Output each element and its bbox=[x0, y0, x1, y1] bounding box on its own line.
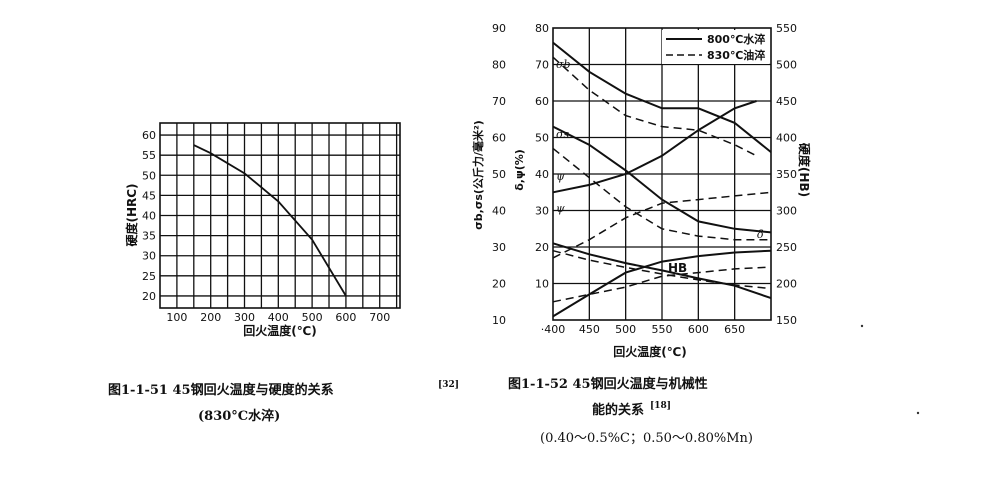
y-right-tick-label: 500 bbox=[776, 59, 797, 72]
x-tick-label: 600 bbox=[688, 323, 709, 336]
x-tick-labels: ·400 450 500 550 600 650 bbox=[541, 323, 745, 336]
y-inner-tick-label: 50 bbox=[535, 132, 549, 145]
series-line--dashed bbox=[552, 191, 772, 259]
series-line-b-solid bbox=[552, 41, 772, 153]
y-tick-label: 50 bbox=[142, 169, 156, 182]
y-tick-label: 40 bbox=[142, 210, 156, 223]
y-axis-label-inner: δ,ψ(%) bbox=[513, 149, 526, 191]
curve-label-psi-2: ψ bbox=[556, 202, 565, 215]
curve-label-delta: δ bbox=[757, 228, 764, 241]
caption-line1: 图1-1-52 45钢回火温度与机械性 bbox=[508, 376, 708, 392]
legend-label-dashed: 830℃油淬 bbox=[707, 48, 765, 62]
caption-ref: [18] bbox=[650, 401, 671, 411]
caption-line2: 能的关系 bbox=[592, 402, 644, 418]
caption-line2: (830°C水淬) bbox=[198, 408, 280, 424]
chart-hardness: 100 200 300 400 500 600 700 20 25 30 35 40 45 50 55 60… bbox=[108, 122, 459, 424]
series-line-s-dashed bbox=[552, 147, 771, 241]
y-tick-label: 30 bbox=[142, 250, 156, 263]
x-tick-label: 500 bbox=[615, 323, 636, 336]
y-tick-label: 60 bbox=[142, 129, 156, 142]
scan-dot bbox=[860, 324, 864, 328]
y-outer-tick-label: 10 bbox=[492, 314, 506, 327]
series-line-hardness bbox=[193, 144, 347, 297]
y-inner-tick-labels: 10 20 30 40 50 60 70 80 bbox=[535, 22, 549, 291]
grid bbox=[553, 28, 771, 320]
y-tick-label: 25 bbox=[142, 270, 156, 283]
scan-dot bbox=[916, 411, 920, 415]
x-tick-label: 450 bbox=[579, 323, 600, 336]
y-outer-tick-label: 90 bbox=[492, 22, 506, 35]
legend-background bbox=[662, 30, 769, 64]
x-tick-label: 500 bbox=[302, 311, 323, 324]
y-outer-tick-label: 60 bbox=[492, 132, 506, 145]
x-axis-label: 回火温度(℃) bbox=[613, 344, 687, 359]
y-right-tick-labels: 150 200 250 300 350 400 450 500 550 bbox=[776, 22, 797, 327]
y-outer-tick-label: 50 bbox=[492, 168, 506, 181]
x-tick-label: 400 bbox=[268, 311, 289, 324]
y-inner-tick-label: 80 bbox=[535, 22, 549, 35]
x-axis-label: 回火温度(℃) bbox=[243, 323, 317, 338]
caption-line1: 图1-1-51 45钢回火温度与硬度的关系 bbox=[108, 382, 334, 398]
caption-line3: (0.40～0.5%C；0.50～0.80%Mn) bbox=[540, 431, 753, 446]
y-inner-tick-label: 10 bbox=[535, 278, 549, 291]
series-lines bbox=[193, 144, 347, 297]
y-axis-label-right: 硬度(HB) bbox=[797, 143, 812, 197]
x-tick-label: 200 bbox=[200, 311, 221, 324]
y-inner-tick-label: 30 bbox=[535, 205, 549, 218]
grid bbox=[160, 123, 400, 308]
y-inner-tick-label: 40 bbox=[535, 168, 549, 181]
y-right-tick-label: 350 bbox=[776, 168, 797, 181]
y-axis-label-outer: σb,σs(公斤力/毫米²) bbox=[471, 120, 485, 230]
y-outer-tick-label: 70 bbox=[492, 95, 506, 108]
caption-ref: [32] bbox=[438, 380, 459, 390]
y-right-tick-label: 200 bbox=[776, 278, 797, 291]
y-tick-labels: 20 25 30 35 40 45 50 55 60 bbox=[142, 129, 156, 303]
x-tick-label: 650 bbox=[724, 323, 745, 336]
series-line-s-solid bbox=[552, 125, 772, 234]
y-right-tick-label: 300 bbox=[776, 205, 797, 218]
x-tick-label: 550 bbox=[652, 323, 673, 336]
y-outer-tick-label: 40 bbox=[492, 205, 506, 218]
series-line-b-dashed bbox=[552, 56, 757, 157]
curve-label-psi-1: ψ bbox=[556, 170, 565, 183]
y-inner-tick-label: 70 bbox=[535, 59, 549, 72]
y-right-tick-label: 550 bbox=[776, 22, 797, 35]
x-tick-label: 600 bbox=[335, 311, 356, 324]
x-tick-label: 300 bbox=[234, 311, 255, 324]
y-axis-label: 硬度(HRC) bbox=[124, 183, 139, 246]
y-tick-label: 55 bbox=[142, 149, 156, 162]
x-tick-label: 700 bbox=[369, 311, 390, 324]
x-tick-label: 100 bbox=[166, 311, 187, 324]
y-right-tick-label: 450 bbox=[776, 95, 797, 108]
series-line--solid bbox=[552, 249, 772, 318]
y-right-tick-label: 400 bbox=[776, 132, 797, 145]
y-inner-tick-label: 20 bbox=[535, 241, 549, 254]
x-tick-label: ·400 bbox=[541, 323, 566, 336]
y-tick-label: 20 bbox=[142, 290, 156, 303]
curve-label-hb: HB bbox=[668, 261, 687, 275]
y-right-tick-label: 150 bbox=[776, 314, 797, 327]
y-outer-tick-label: 80 bbox=[492, 59, 506, 72]
series-line--dashed bbox=[552, 266, 772, 303]
curve-label-sigma-b: σb bbox=[556, 58, 571, 71]
legend: 800℃水淬 830℃油淬 bbox=[662, 30, 769, 64]
legend-label-solid: 800℃水淬 bbox=[707, 32, 765, 46]
y-outer-tick-labels: 10 20 30 40 50 60 70 80 90 bbox=[492, 22, 506, 327]
y-tick-label: 35 bbox=[142, 230, 156, 243]
chart-mechanical-properties: ·400 450 500 550 600 650 10 20 30 40 50 60 70 80 90 1… bbox=[471, 22, 812, 446]
series-line-HB-dashed bbox=[552, 249, 772, 290]
series-lines bbox=[552, 41, 772, 318]
curve-label-sigma-s: σs bbox=[556, 128, 570, 141]
y-outer-tick-label: 20 bbox=[492, 278, 506, 291]
y-tick-label: 45 bbox=[142, 189, 156, 202]
y-outer-tick-label: 30 bbox=[492, 241, 506, 254]
series-line--solid bbox=[552, 100, 757, 194]
y-inner-tick-label: 60 bbox=[535, 95, 549, 108]
y-right-tick-label: 250 bbox=[776, 241, 797, 254]
x-tick-labels: 100 200 300 400 500 600 700 bbox=[166, 311, 390, 324]
